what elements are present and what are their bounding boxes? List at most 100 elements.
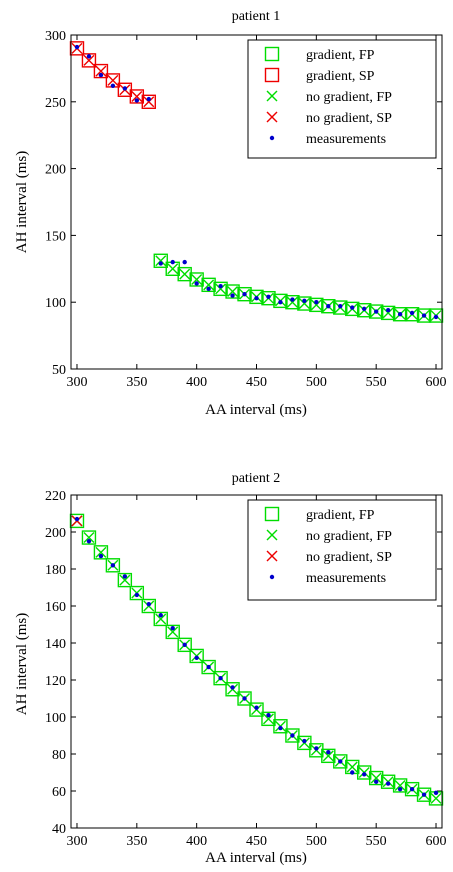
measurement-dot — [254, 295, 259, 301]
cross-marker — [298, 298, 310, 310]
cross-marker — [155, 255, 167, 267]
measurement-dot — [218, 675, 223, 681]
y-tick-label: 180 — [45, 563, 66, 578]
legend-entry-label: no gradient, FP — [306, 529, 392, 544]
x-tick-label: 600 — [426, 375, 447, 390]
cross-marker — [262, 713, 274, 725]
measurement-dot — [98, 553, 104, 559]
square-marker — [177, 637, 192, 653]
measurement-dot — [326, 749, 331, 755]
square-marker — [225, 682, 240, 697]
x-tick-label: 300 — [66, 375, 87, 390]
measurement-dot — [98, 72, 104, 78]
cross-marker — [215, 283, 227, 295]
cross-marker — [119, 574, 131, 586]
measurement-dot — [362, 306, 367, 312]
x-tick-label: 500 — [306, 834, 327, 849]
measurement-dot — [86, 54, 92, 59]
square-marker — [309, 297, 324, 313]
y-tick-label: 140 — [45, 637, 66, 652]
square-marker — [368, 770, 384, 786]
x-tick-label: 400 — [186, 834, 207, 849]
measurement-dot — [385, 781, 391, 786]
square-marker — [357, 765, 372, 780]
measurement-dot — [182, 642, 187, 648]
square-marker — [81, 530, 97, 545]
measurement-dot — [230, 293, 235, 298]
chart-panel-patient-1: patient 1 AA interval (ms) AH interval (… — [14, 9, 447, 418]
square-marker — [213, 281, 228, 297]
square-marker — [69, 513, 85, 529]
measurement-dot — [74, 516, 80, 522]
square-marker — [177, 266, 192, 282]
y-tick-label: 150 — [45, 229, 66, 244]
legend-entry-label: no gradient, SP — [306, 111, 392, 126]
y-tick-label: 200 — [45, 163, 66, 178]
square-marker — [333, 300, 348, 315]
cross-marker — [83, 54, 95, 66]
square-marker — [273, 719, 288, 734]
x-tick-label: 450 — [246, 834, 267, 849]
plot-marks — [69, 513, 444, 806]
measurement-dot — [338, 304, 343, 309]
square-marker — [93, 545, 109, 560]
y-tick-label: 160 — [45, 600, 66, 615]
cross-marker — [167, 263, 179, 275]
square-marker — [416, 308, 432, 323]
square-marker — [69, 41, 85, 56]
square-marker — [189, 272, 204, 287]
measurement-dot — [421, 313, 427, 318]
measurement-dot — [421, 792, 427, 797]
cross-marker — [286, 296, 298, 308]
legend-entry-label: no gradient, SP — [306, 550, 392, 565]
x-axis-label: AA interval (ms) — [205, 850, 307, 866]
cross-marker — [346, 761, 358, 773]
legend-marker — [264, 46, 280, 62]
cross-marker — [382, 307, 394, 319]
cross-marker — [143, 96, 155, 108]
square-marker — [237, 286, 252, 302]
legend-entry-label: measurements — [306, 132, 386, 147]
cross-marker — [131, 90, 143, 102]
plot-frame — [70, 34, 443, 370]
measurement-dot — [218, 283, 223, 289]
measurement-dot — [158, 613, 163, 618]
cross-marker — [370, 772, 382, 784]
measurement-dot — [314, 300, 319, 305]
measurement-dot — [206, 286, 211, 292]
axis-ticks: 300 350 400 450 500 550 600 50 100 150 200 250 300 — [45, 29, 447, 390]
measurement-dot — [290, 297, 295, 302]
square-marker — [285, 295, 300, 310]
square-marker — [309, 743, 324, 758]
square-marker — [225, 284, 240, 299]
legend-marker — [269, 574, 275, 580]
chart-title: patient 1 — [232, 9, 281, 24]
measurement-dot — [385, 308, 391, 313]
legend-marker — [264, 67, 280, 83]
square-marker — [153, 253, 168, 268]
square-marker — [428, 308, 444, 323]
legend-entry-label: gradient, SP — [306, 69, 375, 84]
measurement-dot — [86, 539, 92, 544]
measurement-dot — [242, 291, 247, 297]
square-marker — [357, 303, 372, 318]
square-marker — [249, 289, 264, 305]
legend-marker — [269, 135, 275, 141]
x-tick-label: 400 — [186, 375, 207, 390]
square-marker — [129, 89, 145, 104]
x-tick-label: 300 — [66, 834, 87, 849]
y-tick-label: 100 — [45, 711, 66, 726]
measurement-dot — [314, 746, 319, 751]
square-marker — [416, 787, 432, 802]
square-marker — [153, 611, 168, 627]
measurement-dot — [266, 294, 271, 300]
square-marker — [321, 299, 336, 314]
y-tick-label: 250 — [45, 96, 66, 111]
y-tick-label: 60 — [52, 785, 66, 800]
measurement-dot — [170, 626, 175, 631]
square-marker — [404, 781, 420, 797]
y-axis-label: AH interval (ms) — [14, 613, 30, 715]
cross-marker — [203, 279, 215, 291]
cross-marker — [430, 792, 442, 804]
